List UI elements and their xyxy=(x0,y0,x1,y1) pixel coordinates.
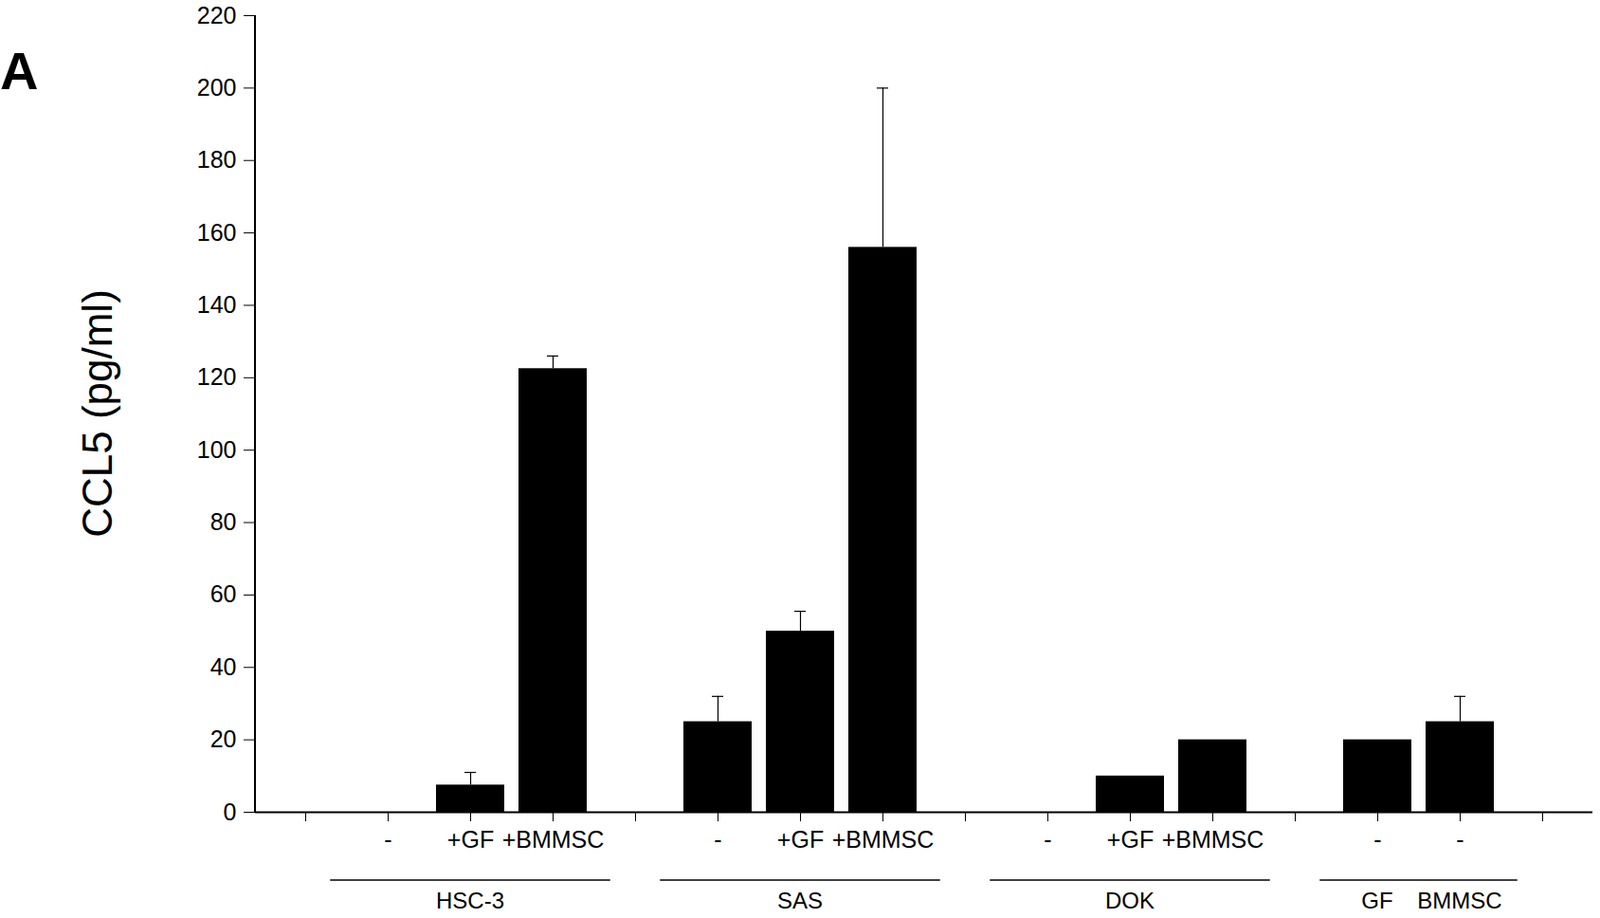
svg-text:GF: GF xyxy=(1361,887,1393,913)
svg-text:+BMMSC: +BMMSC xyxy=(832,825,935,853)
svg-text:+BMMSC: +BMMSC xyxy=(1162,825,1265,853)
svg-text:40: 40 xyxy=(210,653,237,680)
svg-text:+BMMSC: +BMMSC xyxy=(502,825,605,853)
svg-text:HSC-3: HSC-3 xyxy=(436,887,505,913)
svg-text:-: - xyxy=(383,825,392,853)
svg-text:DOK: DOK xyxy=(1105,887,1155,913)
svg-text:100: 100 xyxy=(197,436,237,463)
svg-text:200: 200 xyxy=(197,73,237,101)
svg-text:BMMSC: BMMSC xyxy=(1417,887,1502,913)
svg-text:160: 160 xyxy=(197,218,237,246)
svg-text:-: - xyxy=(1373,825,1382,853)
svg-text:20: 20 xyxy=(210,725,237,752)
svg-text:CCL5 (pg/ml): CCL5 (pg/ml) xyxy=(73,289,121,538)
svg-text:SAS: SAS xyxy=(777,887,823,913)
svg-text:+GF: +GF xyxy=(1107,825,1154,853)
html-text:A: A xyxy=(0,40,39,101)
svg-text:140: 140 xyxy=(197,290,237,318)
svg-text:220: 220 xyxy=(197,1,237,29)
svg-text:-: - xyxy=(713,825,722,853)
svg-text:60: 60 xyxy=(210,580,237,607)
svg-text:-: - xyxy=(1455,825,1464,853)
svg-text:+GF: +GF xyxy=(447,825,494,853)
svg-text:+GF: +GF xyxy=(777,825,824,853)
svg-text:-: - xyxy=(1043,825,1052,853)
svg-text:80: 80 xyxy=(210,508,237,535)
svg-text:180: 180 xyxy=(197,145,237,173)
svg-text:0: 0 xyxy=(223,798,237,825)
svg-text:120: 120 xyxy=(197,363,237,390)
